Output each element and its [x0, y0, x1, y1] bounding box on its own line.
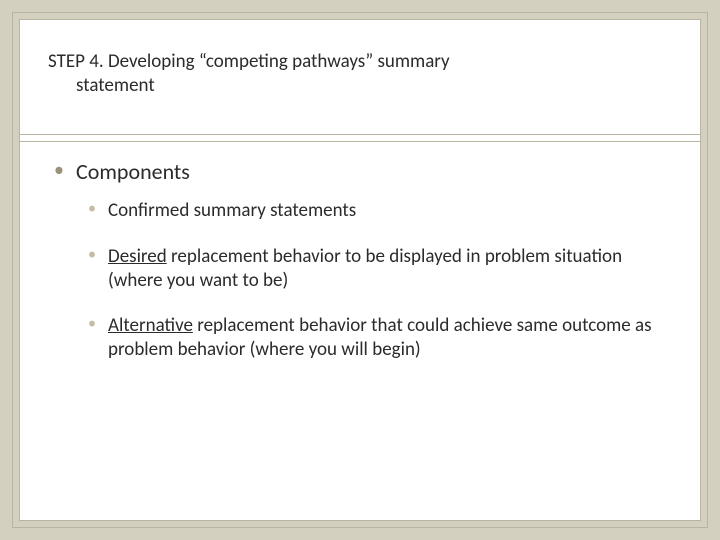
- bullet-level-2-item: Alternative replacement behavior that co…: [48, 314, 672, 362]
- bullet-level-1: Components: [48, 158, 672, 185]
- bullet-level-2-item: Desired replacement behavior to be displ…: [48, 245, 672, 293]
- bullet-underlined: Desired: [108, 245, 167, 268]
- outer-frame: STEP 4. Developing “competing pathways” …: [0, 0, 720, 540]
- bullet-underlined: Alternative: [108, 314, 193, 337]
- body-content: Components Confirmed summary statements …: [48, 158, 672, 384]
- bullet-text: Confirmed summary statements: [108, 199, 356, 222]
- bullet-level-2-item: Confirmed summary statements: [48, 199, 672, 223]
- title-line-1: STEP 4. Developing “competing pathways” …: [48, 50, 450, 73]
- title-line-2: statement: [48, 74, 672, 98]
- slide-title: STEP 4. Developing “competing pathways” …: [48, 50, 672, 108]
- horizontal-rule-1: [20, 134, 700, 135]
- mid-frame: STEP 4. Developing “competing pathways” …: [12, 12, 708, 528]
- slide-content: STEP 4. Developing “competing pathways” …: [19, 19, 701, 521]
- horizontal-rule-2: [20, 141, 700, 142]
- bullet-lvl1-text: Components: [76, 158, 190, 185]
- bullet-text: replacement behavior to be displayed in …: [108, 245, 622, 292]
